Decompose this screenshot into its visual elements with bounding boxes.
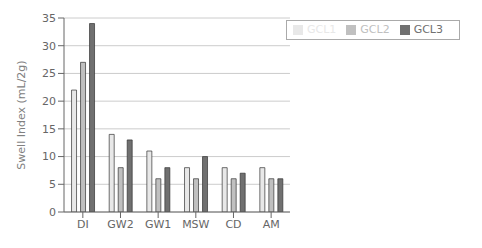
html-text:GCL1: GCL1 [307, 23, 337, 36]
svg-text:30: 30 [42, 40, 56, 53]
html-text:GCL3: GCL3 [413, 23, 443, 36]
svg-text:GW2: GW2 [107, 218, 133, 231]
svg-text:GW1: GW1 [145, 218, 171, 231]
svg-text:0: 0 [49, 206, 56, 219]
svg-text:MSW: MSW [182, 218, 209, 231]
svg-text:20: 20 [42, 95, 56, 108]
svg-text:25: 25 [42, 67, 56, 80]
svg-text:Swell Index (mL/2g): Swell Index (mL/2g) [15, 60, 28, 169]
svg-text:AM: AM [263, 218, 280, 231]
svg-text:35: 35 [42, 12, 56, 25]
svg-text:CD: CD [225, 218, 241, 231]
html-text:GCL2: GCL2 [360, 23, 390, 36]
svg-text:15: 15 [42, 123, 56, 136]
svg-text:10: 10 [42, 150, 56, 163]
svg-text:DI: DI [77, 218, 89, 231]
svg-text:5: 5 [49, 178, 56, 191]
